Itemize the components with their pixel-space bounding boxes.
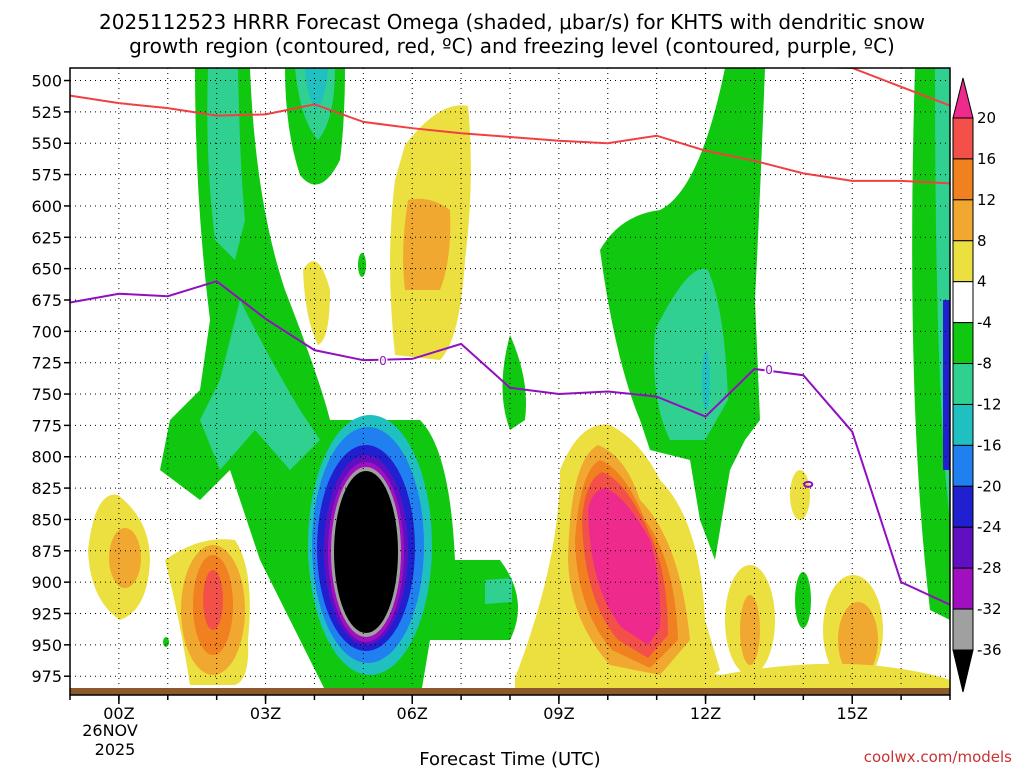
dendritic-growth-contour bbox=[813, 68, 950, 107]
x-tick-label: 09Z bbox=[543, 704, 574, 723]
x-tick-label: 12Z bbox=[690, 704, 721, 723]
omega-rise-column-right-core bbox=[654, 268, 728, 440]
chart-title-line1: 2025112523 HRRR Forecast Omega (shaded, … bbox=[99, 10, 925, 34]
colorbar-bottom-arrow bbox=[952, 649, 974, 693]
omega-sink-blob-1-core bbox=[740, 595, 760, 665]
colorbar-label: 8 bbox=[977, 232, 987, 250]
y-tick-label: 825 bbox=[31, 479, 62, 498]
y-tick-label: 850 bbox=[31, 510, 62, 529]
x-tick-label: 15Z bbox=[837, 704, 868, 723]
omega-rise-mid-band bbox=[200, 300, 320, 470]
y-tick-label: 725 bbox=[31, 354, 62, 373]
omega-sink-blob-2-core bbox=[838, 602, 878, 678]
chart-title-line2: growth region (contoured, red, ºC) and f… bbox=[129, 34, 895, 58]
colorbar-label: -20 bbox=[977, 477, 1002, 495]
omega-rise-blob-3 bbox=[795, 572, 811, 628]
freezing-level-contour bbox=[70, 280, 950, 606]
colorbar-label: 16 bbox=[977, 150, 996, 168]
colorbar-label: -32 bbox=[977, 600, 1002, 618]
omega-rise-column-right-center bbox=[702, 350, 710, 410]
credit-label: coolwx.com/models bbox=[864, 748, 1012, 766]
colorbar-label: -24 bbox=[977, 518, 1002, 536]
colorbar-swatch bbox=[952, 117, 974, 160]
colorbar-label: 20 bbox=[977, 109, 996, 127]
colorbar-swatch bbox=[952, 403, 974, 446]
y-tick-label: 900 bbox=[31, 573, 62, 592]
y-tick-label: 700 bbox=[31, 322, 62, 341]
contour-overlays: 00 bbox=[70, 68, 950, 606]
dendritic-growth-contour bbox=[70, 94, 950, 185]
colorbar-top-arrow bbox=[952, 77, 974, 119]
omega-shading bbox=[88, 68, 950, 688]
omega-rise-blob-4 bbox=[485, 578, 512, 604]
colorbar-label: -16 bbox=[977, 436, 1002, 454]
y-tick-label: 575 bbox=[31, 166, 62, 185]
omega-sink-secondary-max bbox=[203, 570, 223, 630]
omega-sink-left-core bbox=[109, 528, 141, 588]
colorbar: 20 16 12 8 4 -4 -8 -12 -16 -20 -24 -28 -32 -36 bbox=[952, 77, 1002, 693]
colorbar-swatch bbox=[952, 158, 974, 201]
colorbar-swatch bbox=[952, 444, 974, 487]
omega-sink-small-upper bbox=[303, 261, 330, 345]
colorbar-swatch bbox=[952, 322, 974, 365]
freezing-level-small-contour bbox=[803, 480, 814, 488]
ground-bar bbox=[70, 688, 950, 695]
y-tick-label: 625 bbox=[31, 228, 62, 247]
colorbar-swatch bbox=[952, 485, 974, 528]
x-axis: 00Z 03Z 06Z 09Z 12Z 15Z bbox=[69, 695, 951, 723]
colorbar-label: -4 bbox=[977, 314, 992, 332]
omega-sink-blob-3 bbox=[790, 470, 810, 520]
omega-sink-lower-edge bbox=[691, 663, 950, 688]
y-tick-label: 800 bbox=[31, 448, 62, 467]
y-tick-label: 650 bbox=[31, 260, 62, 279]
colorbar-label: 12 bbox=[977, 191, 996, 209]
y-tick-label: 525 bbox=[31, 103, 62, 122]
colorbar-swatch bbox=[952, 199, 974, 242]
colorbar-swatch bbox=[952, 567, 974, 610]
y-tick-label: 600 bbox=[31, 197, 62, 216]
freezing-level-label: 0 bbox=[765, 363, 773, 377]
y-tick-label: 675 bbox=[31, 291, 62, 310]
grid-lines bbox=[70, 68, 950, 695]
colorbar-swatch bbox=[952, 608, 974, 651]
omega-rise-blob-2 bbox=[502, 335, 526, 430]
omega-rise-blob-1 bbox=[358, 253, 366, 277]
colorbar-label: -12 bbox=[977, 395, 1002, 413]
colorbar-label: -8 bbox=[977, 355, 992, 373]
x-tick-label: 06Z bbox=[397, 704, 428, 723]
colorbar-swatch bbox=[952, 281, 974, 324]
colorbar-swatch bbox=[952, 363, 974, 405]
y-tick-label: 750 bbox=[31, 385, 62, 404]
overlay-clip: 00 bbox=[70, 68, 950, 606]
colorbar-label: -28 bbox=[977, 559, 1002, 577]
date-label-year: 2025 bbox=[95, 740, 136, 759]
y-tick-label: 950 bbox=[31, 636, 62, 655]
colorbar-label: -36 bbox=[977, 641, 1002, 659]
freezing-level-label: 0 bbox=[379, 354, 387, 368]
colorbar-swatch bbox=[952, 240, 974, 283]
x-tick-label: 03Z bbox=[250, 704, 281, 723]
y-tick-label: 775 bbox=[31, 416, 62, 435]
y-tick-label: 925 bbox=[31, 604, 62, 623]
colorbar-label: 4 bbox=[977, 273, 987, 291]
x-tick-label: 00Z bbox=[103, 704, 134, 723]
y-tick-label: 550 bbox=[31, 134, 62, 153]
x-axis-title: Forecast Time (UTC) bbox=[419, 749, 600, 768]
omega-sink-upper-core bbox=[403, 198, 451, 290]
colorbar-swatch bbox=[952, 526, 974, 569]
omega-rise-blob-5 bbox=[163, 637, 169, 647]
y-tick-label: 975 bbox=[31, 667, 62, 686]
y-axis: 500 525 550 575 600 625 650 675 700 725 750 775 800 8… bbox=[31, 72, 70, 686]
y-tick-label: 500 bbox=[31, 72, 62, 91]
omega-sink-lower-max bbox=[588, 488, 661, 645]
y-tick-label: 875 bbox=[31, 542, 62, 561]
omega-rise-column-upper-center bbox=[305, 68, 328, 110]
date-label-day: 26NOV bbox=[82, 721, 138, 740]
omega-rise-core bbox=[334, 471, 398, 633]
omega-rise-far-right-center bbox=[943, 300, 950, 470]
